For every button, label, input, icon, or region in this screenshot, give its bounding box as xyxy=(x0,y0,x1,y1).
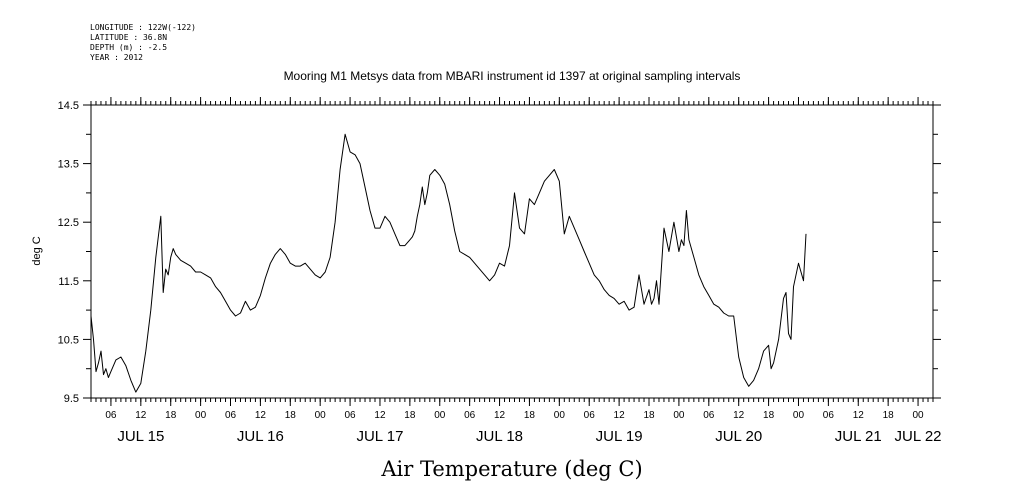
x-hour-label: 00 xyxy=(434,410,446,421)
x-hour-label: 12 xyxy=(255,410,267,421)
x-day-label: JUL 21 xyxy=(835,428,882,445)
air-temperature-series-line xyxy=(90,133,807,393)
x-hour-label: 18 xyxy=(763,410,775,421)
meta-depth: DEPTH (m) : -2.5 xyxy=(90,43,167,52)
y-tick-label: 13.5 xyxy=(58,159,79,171)
x-hour-label: 06 xyxy=(584,410,596,421)
x-axis-label: Air Temperature (deg C) xyxy=(380,457,642,481)
x-hour-label: 12 xyxy=(494,410,506,421)
x-hour-label: 18 xyxy=(285,410,297,421)
x-hour-label: 06 xyxy=(703,410,715,421)
axes-layer: 9.5 10.5 11.5 12.5 13.5 14.5 06 12 18 00 06 12 18 00 0… xyxy=(58,97,942,445)
x-hour-label: 00 xyxy=(554,410,566,421)
x-hour-label: 18 xyxy=(643,410,655,421)
y-tick-label: 11.5 xyxy=(58,276,79,288)
x-hour-label: 12 xyxy=(733,410,745,421)
x-day-label: JUL 17 xyxy=(356,428,403,445)
x-hour-label: 00 xyxy=(195,410,207,421)
x-hour-label: 12 xyxy=(853,410,865,421)
x-hour-label: 06 xyxy=(105,410,117,421)
x-day-label: JUL 16 xyxy=(237,428,284,445)
y-axis-label: deg C xyxy=(31,236,43,265)
x-day-label: JUL 15 xyxy=(117,428,164,445)
x-day-label: JUL 22 xyxy=(895,428,942,445)
chart-title: Mooring M1 Metsys data from MBARI instru… xyxy=(284,69,741,83)
x-hour-label: 06 xyxy=(823,410,835,421)
x-hour-label: 12 xyxy=(374,410,386,421)
meta-longitude: LONGITUDE : 122W(-122) xyxy=(90,23,196,32)
x-hour-label: 06 xyxy=(464,410,476,421)
x-hour-label: 06 xyxy=(225,410,237,421)
meta-year: YEAR : 2012 xyxy=(90,53,143,62)
series-layer xyxy=(90,133,807,393)
x-hour-label: 18 xyxy=(883,410,895,421)
x-hour-label: 00 xyxy=(912,410,924,421)
x-hour-label: 18 xyxy=(404,410,416,421)
x-hour-label: 18 xyxy=(524,410,536,421)
meta-latitude: LATITUDE : 36.8N xyxy=(90,33,167,42)
x-day-label: JUL 20 xyxy=(715,428,762,445)
x-hour-label: 00 xyxy=(673,410,685,421)
y-tick-label: 10.5 xyxy=(58,334,79,346)
x-hour-label: 00 xyxy=(315,410,327,421)
y-tick-label: 12.5 xyxy=(58,217,79,229)
x-hour-label: 12 xyxy=(135,410,147,421)
x-hour-label: 18 xyxy=(165,410,177,421)
y-tick-label: 9.5 xyxy=(64,393,79,405)
x-hour-label: 12 xyxy=(614,410,626,421)
x-hour-label: 00 xyxy=(793,410,805,421)
x-day-label: JUL 18 xyxy=(476,428,523,445)
x-day-label: JUL 19 xyxy=(596,428,643,445)
x-hour-label: 06 xyxy=(345,410,357,421)
y-tick-label: 14.5 xyxy=(58,100,79,112)
plot-frame xyxy=(90,104,934,399)
